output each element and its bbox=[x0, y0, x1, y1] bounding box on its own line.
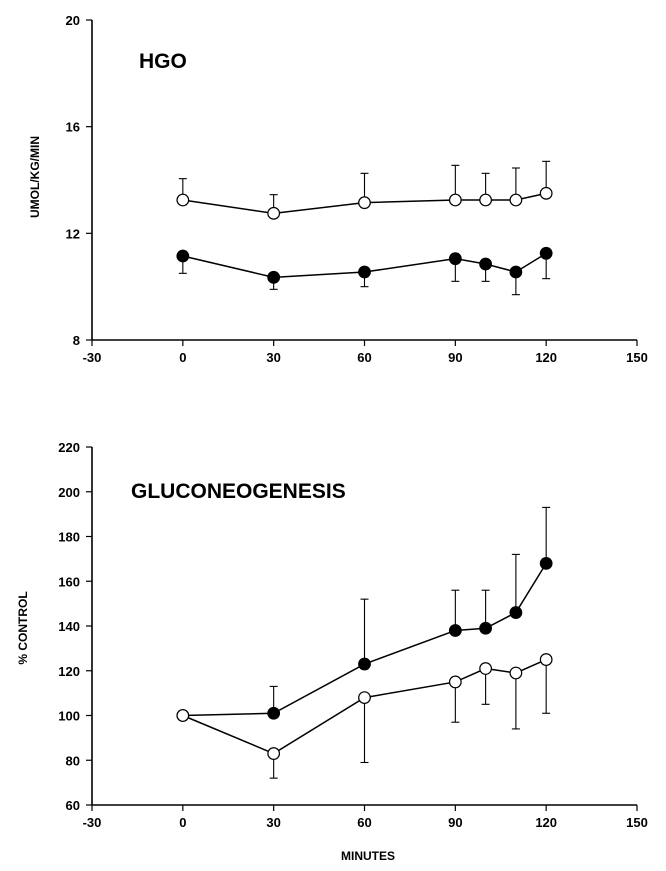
gng-x-tick-label: -30 bbox=[83, 815, 102, 830]
gluconeogenesis-y-axis-label: % CONTROL bbox=[16, 591, 30, 664]
hgo-series-filled-point bbox=[448, 252, 462, 266]
hgo-series-filled-point bbox=[479, 257, 493, 271]
gng-series-open-point bbox=[509, 666, 523, 680]
gng-series-filled-point bbox=[539, 556, 553, 570]
gng-x-tick-label: 150 bbox=[626, 815, 648, 830]
hgo-series-open-point bbox=[267, 206, 281, 220]
gng-y-tick-label: 140 bbox=[58, 619, 80, 634]
hgo-series-filled-point bbox=[509, 265, 523, 279]
gng-y-tick-label: 100 bbox=[58, 709, 80, 724]
gng-series-filled-point bbox=[358, 657, 371, 671]
gng-series-filled-point bbox=[479, 621, 493, 635]
gng-series-open-point bbox=[267, 747, 281, 760]
hgo-series-filled-point bbox=[267, 270, 281, 284]
hgo-x-tick-label: 30 bbox=[266, 350, 280, 365]
gng-series-open-point bbox=[539, 653, 553, 666]
gng-x-tick-label: 120 bbox=[535, 815, 557, 830]
hgo-x-tick-label: 0 bbox=[179, 350, 186, 365]
gng-series-filled-point bbox=[448, 624, 462, 637]
hgo-series-open-point bbox=[479, 193, 493, 207]
gng-y-tick-label: 160 bbox=[58, 574, 80, 589]
hgo-y-tick-label: 8 bbox=[73, 333, 80, 348]
hgo-x-tick-label: 150 bbox=[626, 350, 648, 365]
hgo-series-open-point bbox=[358, 196, 371, 210]
hgo-x-tick-label: 90 bbox=[448, 350, 462, 365]
gng-x-tick-label: 90 bbox=[448, 815, 462, 830]
gng-series-open-point bbox=[358, 691, 371, 704]
hgo-y-tick-label: 20 bbox=[66, 13, 80, 28]
gng-x-tick-label: 60 bbox=[357, 815, 371, 830]
gng-x-tick-label: 30 bbox=[266, 815, 280, 830]
gng-series-open-point bbox=[448, 675, 462, 689]
hgo-series-open-point bbox=[539, 186, 553, 200]
hgo-x-tick-label: 60 bbox=[357, 350, 371, 365]
hgo-series-open-point bbox=[448, 193, 462, 207]
gng-y-tick-label: 200 bbox=[58, 485, 80, 500]
hgo-series-open-point bbox=[176, 193, 190, 207]
gng-y-tick-label: 120 bbox=[58, 664, 80, 679]
hgo-series-open-point bbox=[509, 193, 523, 207]
hgo-y-tick-label: 12 bbox=[66, 226, 80, 241]
hgo-series-filled-point bbox=[539, 246, 553, 260]
gng-series-open-point bbox=[479, 662, 493, 675]
hgo-panel-title: HGO bbox=[139, 50, 187, 73]
gng-y-tick-label: 80 bbox=[66, 753, 80, 768]
gng-y-tick-label: 180 bbox=[58, 530, 80, 545]
gng-series-filled-point bbox=[267, 706, 281, 720]
hgo-x-tick-label: -30 bbox=[83, 350, 102, 365]
hgo-series-filled-point bbox=[176, 249, 190, 263]
gng-series-open-point bbox=[176, 709, 190, 722]
gluconeogenesis-panel-title: GLUCONEOGENESIS bbox=[131, 480, 346, 503]
hgo-series-filled-point bbox=[358, 265, 371, 279]
x-axis-label-minutes: MINUTES bbox=[341, 849, 395, 863]
hgo-x-tick-label: 120 bbox=[535, 350, 557, 365]
hgo-y-tick-label: 16 bbox=[66, 120, 80, 135]
gng-x-tick-label: 0 bbox=[179, 815, 186, 830]
gng-series-filled-point bbox=[509, 606, 523, 619]
hgo-y-axis-label: UMOL/KG/MIN bbox=[28, 136, 42, 218]
gng-y-tick-label: 220 bbox=[58, 440, 80, 455]
gng-y-tick-label: 60 bbox=[66, 798, 80, 813]
